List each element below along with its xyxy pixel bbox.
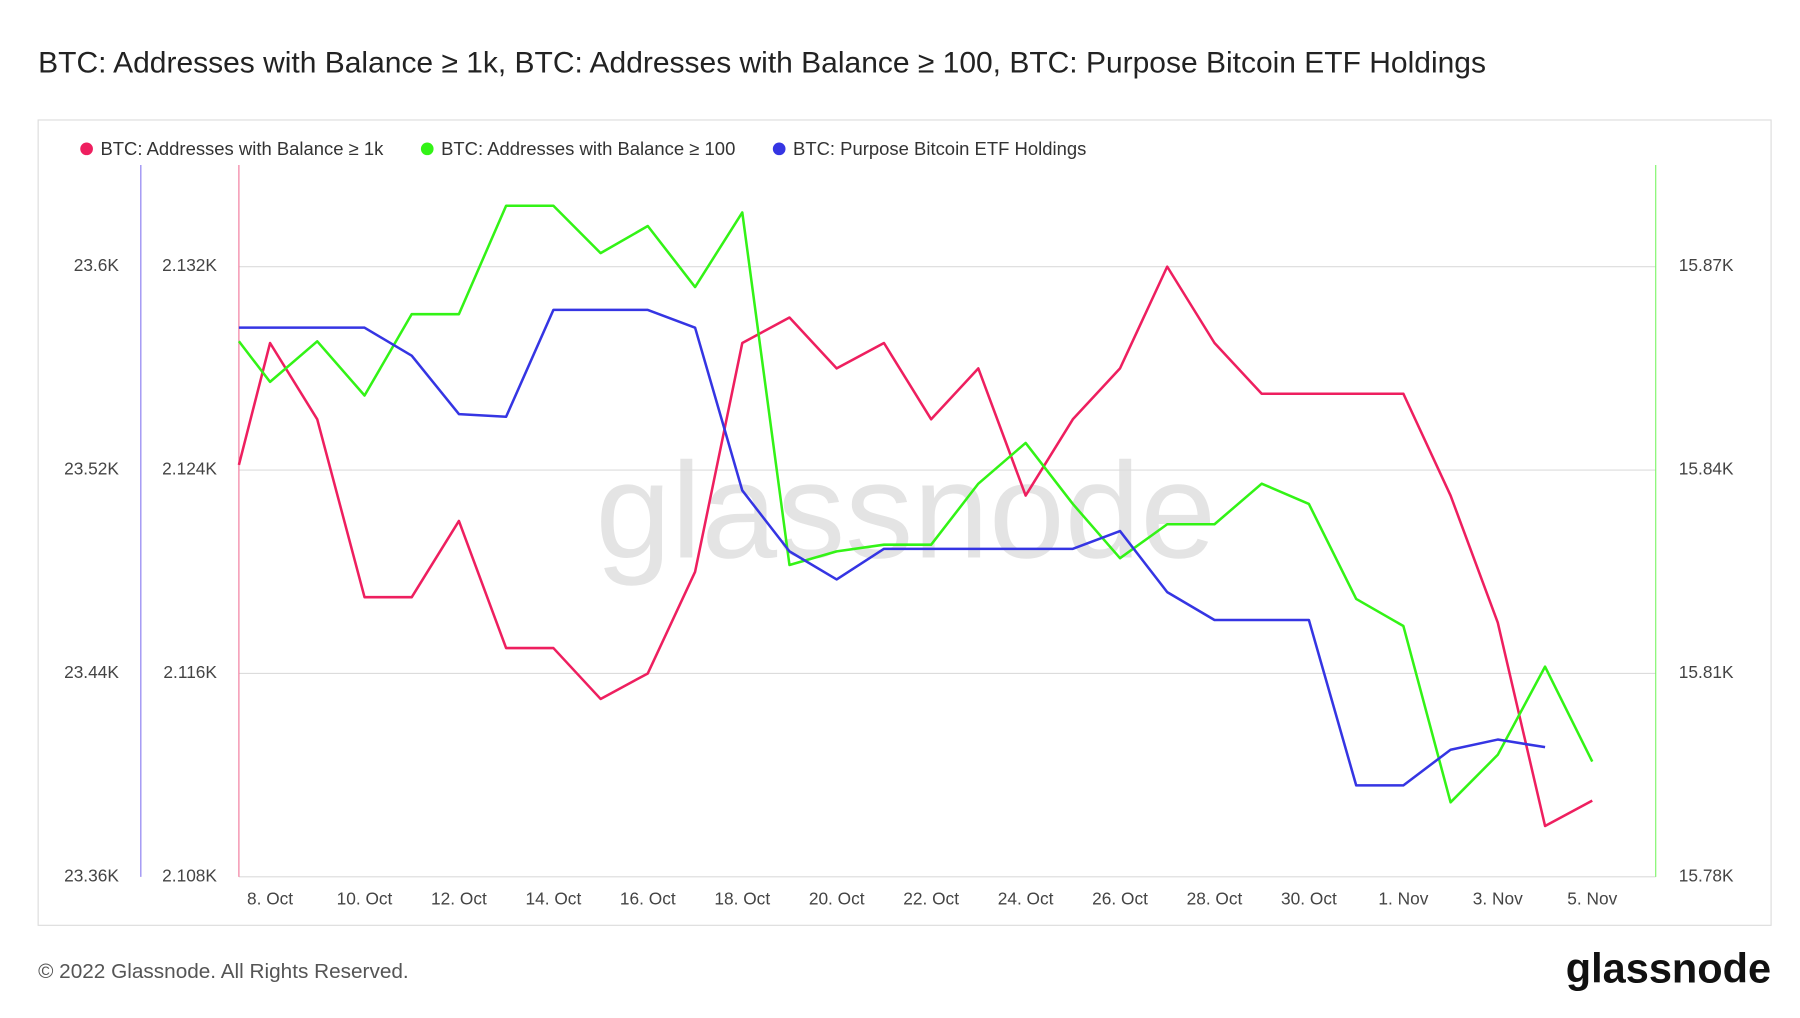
legend-label: BTC: Purpose Bitcoin ETF Holdings [793,138,1086,159]
series-line [238,308,1546,787]
copyright: © 2022 Glassnode. All Rights Reserved. [38,960,409,983]
chart-frame [37,119,1772,926]
x-tick-label: 20. Oct [809,888,865,908]
x-tick-label: 22. Oct [903,888,959,908]
logo: glassnode [1566,944,1771,991]
watermark: glassnode [595,434,1216,586]
legend-marker [80,142,93,156]
legend-marker [420,142,434,156]
y-tick-label: 15.78K [1679,865,1734,885]
y-tick-label: 2.108K [162,865,217,885]
y-tick-label: 2.116K [163,662,217,682]
x-tick-label: 12. Oct [431,888,487,908]
x-tick-label: 30. Oct [1281,888,1337,908]
series-line [237,265,1593,828]
y-tick-label: 2.124K [162,459,217,479]
legend-marker [772,142,786,156]
y-tick-label: 23.44K [64,662,119,682]
legend-label: BTC: Addresses with Balance ≥ 1k [100,138,384,159]
x-tick-label: 5. Nov [1567,888,1617,908]
y-tick-label: 23.52K [64,459,119,479]
series-line [237,204,1594,804]
x-tick-label: 16. Oct [620,888,676,908]
legend-label: BTC: Addresses with Balance ≥ 100 [441,138,735,159]
x-tick-label: 24. Oct [998,888,1054,908]
x-tick-label: 14. Oct [525,888,581,908]
y-tick-label: 23.6K [74,255,120,275]
x-tick-label: 8. Oct [247,888,293,908]
chart-title: BTC: Addresses with Balance ≥ 1k, BTC: A… [38,47,1486,80]
y-tick-label: 23.36K [64,865,119,885]
x-tick-label: 26. Oct [1092,888,1148,908]
x-tick-label: 1. Nov [1378,888,1428,908]
x-tick-label: 10. Oct [337,888,393,908]
x-tick-label: 18. Oct [714,888,770,908]
x-tick-label: 28. Oct [1187,888,1243,908]
y-tick-label: 2.132K [162,255,217,275]
y-tick-label: 15.87K [1679,255,1734,275]
x-tick-label: 3. Nov [1473,888,1523,908]
y-tick-label: 15.84K [1679,459,1734,479]
y-tick-label: 15.81K [1679,662,1734,682]
